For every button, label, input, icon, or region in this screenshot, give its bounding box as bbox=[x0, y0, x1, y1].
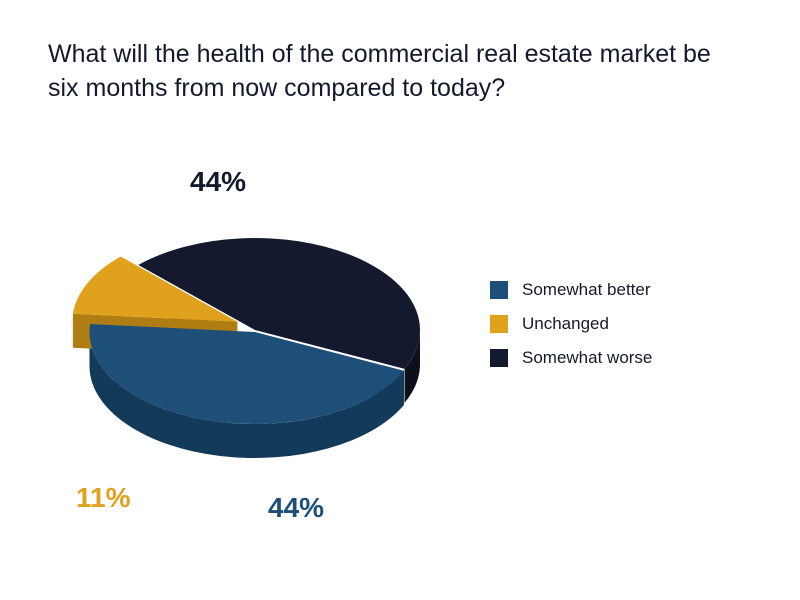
legend-swatch-icon bbox=[490, 315, 508, 333]
legend-item-better: Somewhat better bbox=[490, 280, 652, 300]
legend: Somewhat better Unchanged Somewhat worse bbox=[490, 280, 652, 382]
pie-chart bbox=[70, 180, 430, 520]
pct-label-worse: 44% bbox=[190, 166, 246, 198]
legend-label: Somewhat worse bbox=[522, 348, 652, 368]
legend-swatch-icon bbox=[490, 281, 508, 299]
legend-item-unchanged: Unchanged bbox=[490, 314, 652, 334]
legend-label: Unchanged bbox=[522, 314, 609, 334]
legend-swatch-icon bbox=[490, 349, 508, 367]
chart-title: What will the health of the commercial r… bbox=[48, 38, 740, 106]
legend-label: Somewhat better bbox=[522, 280, 651, 300]
legend-item-worse: Somewhat worse bbox=[490, 348, 652, 368]
pct-label-better: 44% bbox=[268, 492, 324, 524]
pct-label-unchanged: 11% bbox=[76, 482, 131, 514]
